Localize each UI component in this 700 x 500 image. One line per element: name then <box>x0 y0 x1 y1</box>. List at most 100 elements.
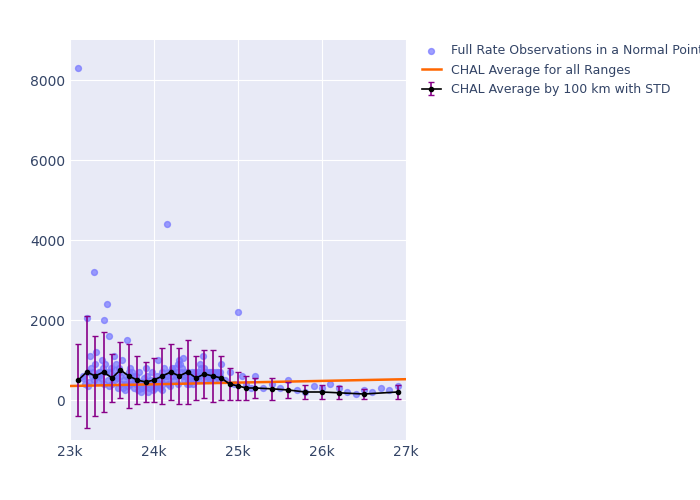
Full Rate Observations in a Normal Point <box>175 368 186 376</box>
Full Rate Observations in a Normal Point <box>384 386 395 394</box>
Full Rate Observations in a Normal Point <box>165 368 176 376</box>
Full Rate Observations in a Normal Point <box>172 360 183 368</box>
Full Rate Observations in a Normal Point <box>245 384 256 392</box>
Full Rate Observations in a Normal Point <box>202 376 214 384</box>
Full Rate Observations in a Normal Point <box>213 376 224 384</box>
Full Rate Observations in a Normal Point <box>216 360 227 368</box>
Full Rate Observations in a Normal Point <box>108 352 119 360</box>
Full Rate Observations in a Normal Point <box>181 372 192 380</box>
Full Rate Observations in a Normal Point <box>131 380 142 388</box>
Full Rate Observations in a Normal Point <box>130 372 141 380</box>
Full Rate Observations in a Normal Point <box>137 378 148 386</box>
Full Rate Observations in a Normal Point <box>191 372 202 380</box>
Full Rate Observations in a Normal Point <box>203 368 214 376</box>
Full Rate Observations in a Normal Point <box>316 384 328 392</box>
Full Rate Observations in a Normal Point <box>103 382 114 390</box>
Full Rate Observations in a Normal Point <box>158 380 169 388</box>
Full Rate Observations in a Normal Point <box>192 368 203 376</box>
Full Rate Observations in a Normal Point <box>141 372 153 380</box>
Full Rate Observations in a Normal Point <box>90 348 101 356</box>
Full Rate Observations in a Normal Point <box>99 380 110 388</box>
Full Rate Observations in a Normal Point <box>129 376 140 384</box>
Full Rate Observations in a Normal Point <box>153 380 164 388</box>
Full Rate Observations in a Normal Point <box>190 376 202 384</box>
Full Rate Observations in a Normal Point <box>88 268 99 276</box>
Full Rate Observations in a Normal Point <box>186 376 197 384</box>
Full Rate Observations in a Normal Point <box>232 308 244 316</box>
Full Rate Observations in a Normal Point <box>178 354 189 362</box>
Full Rate Observations in a Normal Point <box>97 356 108 364</box>
Full Rate Observations in a Normal Point <box>106 364 117 372</box>
Full Rate Observations in a Normal Point <box>198 368 209 376</box>
Full Rate Observations in a Normal Point <box>204 372 215 380</box>
Full Rate Observations in a Normal Point <box>89 376 100 384</box>
Full Rate Observations in a Normal Point <box>86 372 97 380</box>
Full Rate Observations in a Normal Point <box>206 368 217 376</box>
Full Rate Observations in a Normal Point <box>135 384 146 392</box>
Full Rate Observations in a Normal Point <box>145 376 156 384</box>
Full Rate Observations in a Normal Point <box>249 372 260 380</box>
Full Rate Observations in a Normal Point <box>119 380 130 388</box>
Full Rate Observations in a Normal Point <box>140 364 151 372</box>
Full Rate Observations in a Normal Point <box>215 368 226 376</box>
Full Rate Observations in a Normal Point <box>133 368 144 376</box>
Full Rate Observations in a Normal Point <box>375 384 386 392</box>
Full Rate Observations in a Normal Point <box>258 384 269 392</box>
Full Rate Observations in a Normal Point <box>161 220 172 228</box>
Full Rate Observations in a Normal Point <box>211 368 222 376</box>
Full Rate Observations in a Normal Point <box>118 376 130 384</box>
Full Rate Observations in a Normal Point <box>300 388 311 396</box>
Full Rate Observations in a Normal Point <box>220 376 231 384</box>
Full Rate Observations in a Normal Point <box>176 364 188 372</box>
Full Rate Observations in a Normal Point <box>101 368 112 376</box>
Full Rate Observations in a Normal Point <box>162 380 174 388</box>
Full Rate Observations in a Normal Point <box>199 364 210 372</box>
Full Rate Observations in a Normal Point <box>209 372 220 380</box>
Full Rate Observations in a Normal Point <box>85 364 97 372</box>
Full Rate Observations in a Normal Point <box>156 386 167 394</box>
Full Rate Observations in a Normal Point <box>185 372 196 380</box>
Full Rate Observations in a Normal Point <box>93 368 104 376</box>
Full Rate Observations in a Normal Point <box>134 380 146 388</box>
Full Rate Observations in a Normal Point <box>194 376 205 384</box>
Full Rate Observations in a Normal Point <box>95 374 106 382</box>
Full Rate Observations in a Normal Point <box>115 368 126 376</box>
Full Rate Observations in a Normal Point <box>342 388 353 396</box>
Full Rate Observations in a Normal Point <box>157 368 168 376</box>
Full Rate Observations in a Normal Point <box>148 386 159 394</box>
Full Rate Observations in a Normal Point <box>97 364 108 372</box>
Full Rate Observations in a Normal Point <box>116 356 127 364</box>
Full Rate Observations in a Normal Point <box>160 372 171 380</box>
Full Rate Observations in a Normal Point <box>84 378 95 386</box>
Full Rate Observations in a Normal Point <box>204 376 216 384</box>
Full Rate Observations in a Normal Point <box>80 380 91 388</box>
Full Rate Observations in a Normal Point <box>266 380 277 388</box>
Full Rate Observations in a Normal Point <box>151 382 162 390</box>
Full Rate Observations in a Normal Point <box>160 376 172 384</box>
Full Rate Observations in a Normal Point <box>162 372 173 380</box>
Full Rate Observations in a Normal Point <box>123 368 134 376</box>
Full Rate Observations in a Normal Point <box>81 314 92 322</box>
Full Rate Observations in a Normal Point <box>182 368 193 376</box>
Full Rate Observations in a Normal Point <box>283 376 294 384</box>
Full Rate Observations in a Normal Point <box>77 372 88 380</box>
Full Rate Observations in a Normal Point <box>126 376 137 384</box>
Full Rate Observations in a Normal Point <box>178 376 190 384</box>
Full Rate Observations in a Normal Point <box>392 382 403 390</box>
Full Rate Observations in a Normal Point <box>274 384 286 392</box>
Full Rate Observations in a Normal Point <box>167 372 178 380</box>
Full Rate Observations in a Normal Point <box>174 360 186 368</box>
Full Rate Observations in a Normal Point <box>113 364 125 372</box>
Full Rate Observations in a Normal Point <box>82 368 93 376</box>
Full Rate Observations in a Normal Point <box>153 356 164 364</box>
Full Rate Observations in a Normal Point <box>139 374 150 382</box>
Full Rate Observations in a Normal Point <box>210 376 221 384</box>
Full Rate Observations in a Normal Point <box>83 382 94 390</box>
Full Rate Observations in a Normal Point <box>132 376 143 384</box>
Full Rate Observations in a Normal Point <box>291 386 302 394</box>
Full Rate Observations in a Normal Point <box>125 364 136 372</box>
Full Rate Observations in a Normal Point <box>128 384 139 392</box>
Full Rate Observations in a Normal Point <box>92 378 104 386</box>
Full Rate Observations in a Normal Point <box>94 372 105 380</box>
Full Rate Observations in a Normal Point <box>169 376 180 384</box>
